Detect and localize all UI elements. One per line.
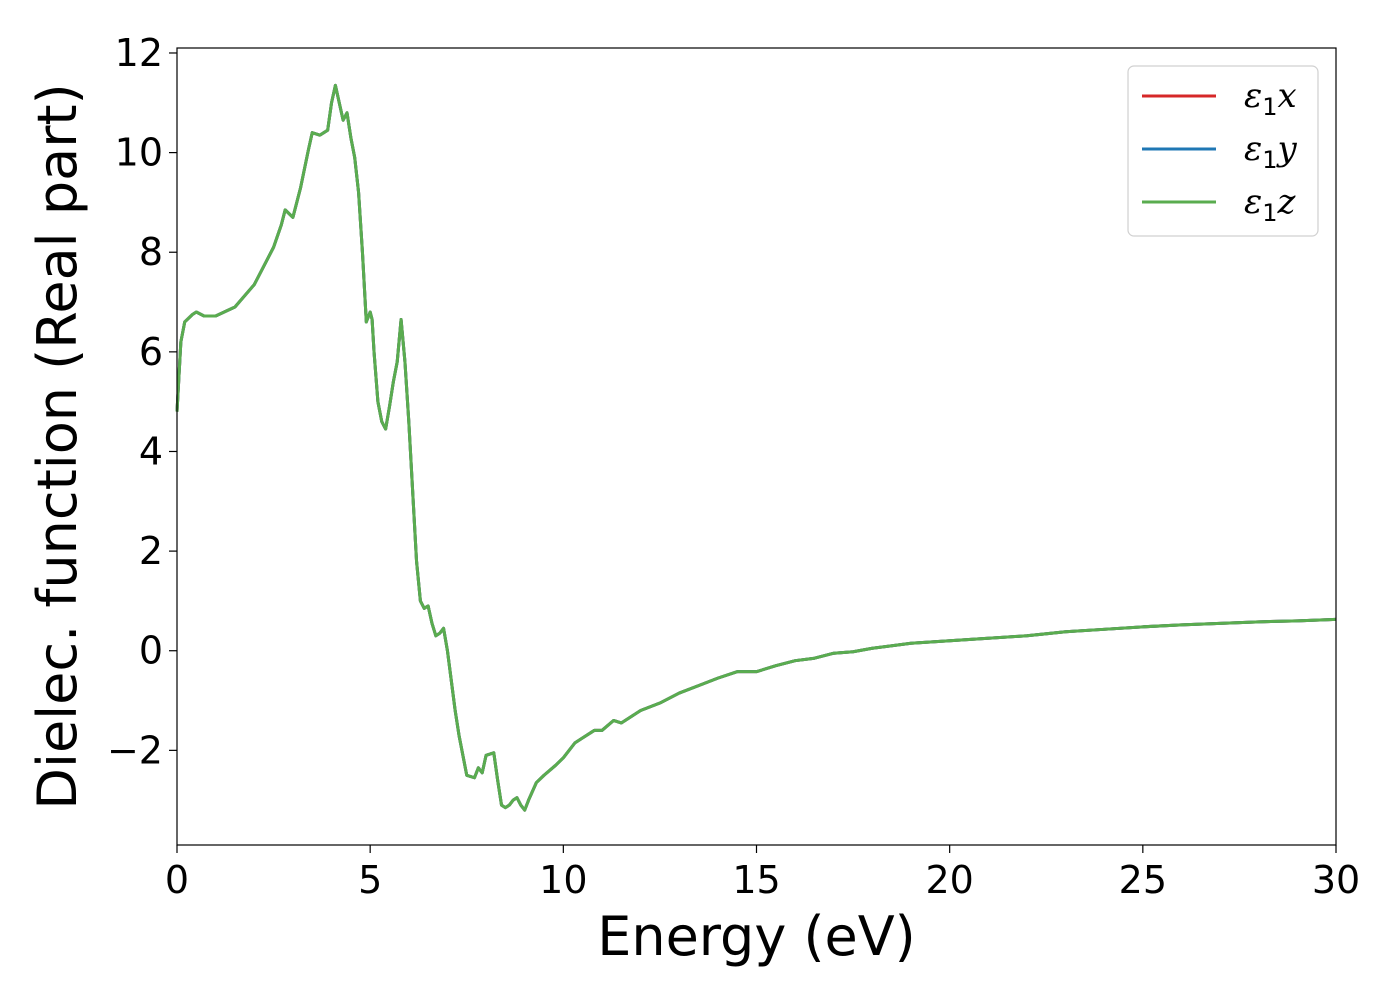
legend-subscript: 1 <box>1262 93 1277 121</box>
x-tick-label: 20 <box>925 858 973 902</box>
legend-epsilon: ε <box>1244 129 1262 169</box>
legend-box <box>1127 65 1319 237</box>
series-layer <box>175 83 1337 812</box>
y-tick-label: 12 <box>115 31 163 75</box>
y-tick-label: 10 <box>115 131 163 175</box>
legend-subscript: 1 <box>1262 199 1277 227</box>
x-axis: 0 5 10 15 20 25 30 <box>165 845 1360 902</box>
y-tick-label: −2 <box>107 728 163 772</box>
x-tick-label: 25 <box>1119 858 1167 902</box>
x-tick-label: 15 <box>732 858 780 902</box>
legend-axis-letter: z <box>1277 182 1297 222</box>
x-tick-label: 30 <box>1312 858 1360 902</box>
legend-epsilon: ε <box>1244 182 1262 222</box>
legend-entry-y: ε1y <box>1244 129 1298 174</box>
legend-axis-letter: y <box>1276 129 1298 169</box>
y-tick-label: 2 <box>139 529 163 573</box>
x-tick-label: 5 <box>358 858 382 902</box>
y-tick-label: 8 <box>139 230 163 274</box>
y-tick-label: 6 <box>139 330 163 374</box>
legend-subscript: 1 <box>1262 146 1277 174</box>
legend-entry-z: ε1z <box>1244 182 1297 227</box>
legend-entry-x: ε1x <box>1244 76 1297 121</box>
y-axis: −2 0 2 4 6 8 10 12 <box>107 31 177 772</box>
legend-axis-letter: x <box>1278 76 1297 116</box>
series-line-z <box>175 83 1337 812</box>
y-axis-label: Dielec. function (Real part) <box>26 83 89 809</box>
x-axis-label: Energy (eV) <box>597 905 916 968</box>
y-tick-label: 0 <box>139 629 163 673</box>
y-tick-label: 4 <box>139 429 163 473</box>
x-tick-label: 10 <box>539 858 587 902</box>
legend-epsilon: ε <box>1244 76 1262 116</box>
x-tick-label: 0 <box>165 858 189 902</box>
